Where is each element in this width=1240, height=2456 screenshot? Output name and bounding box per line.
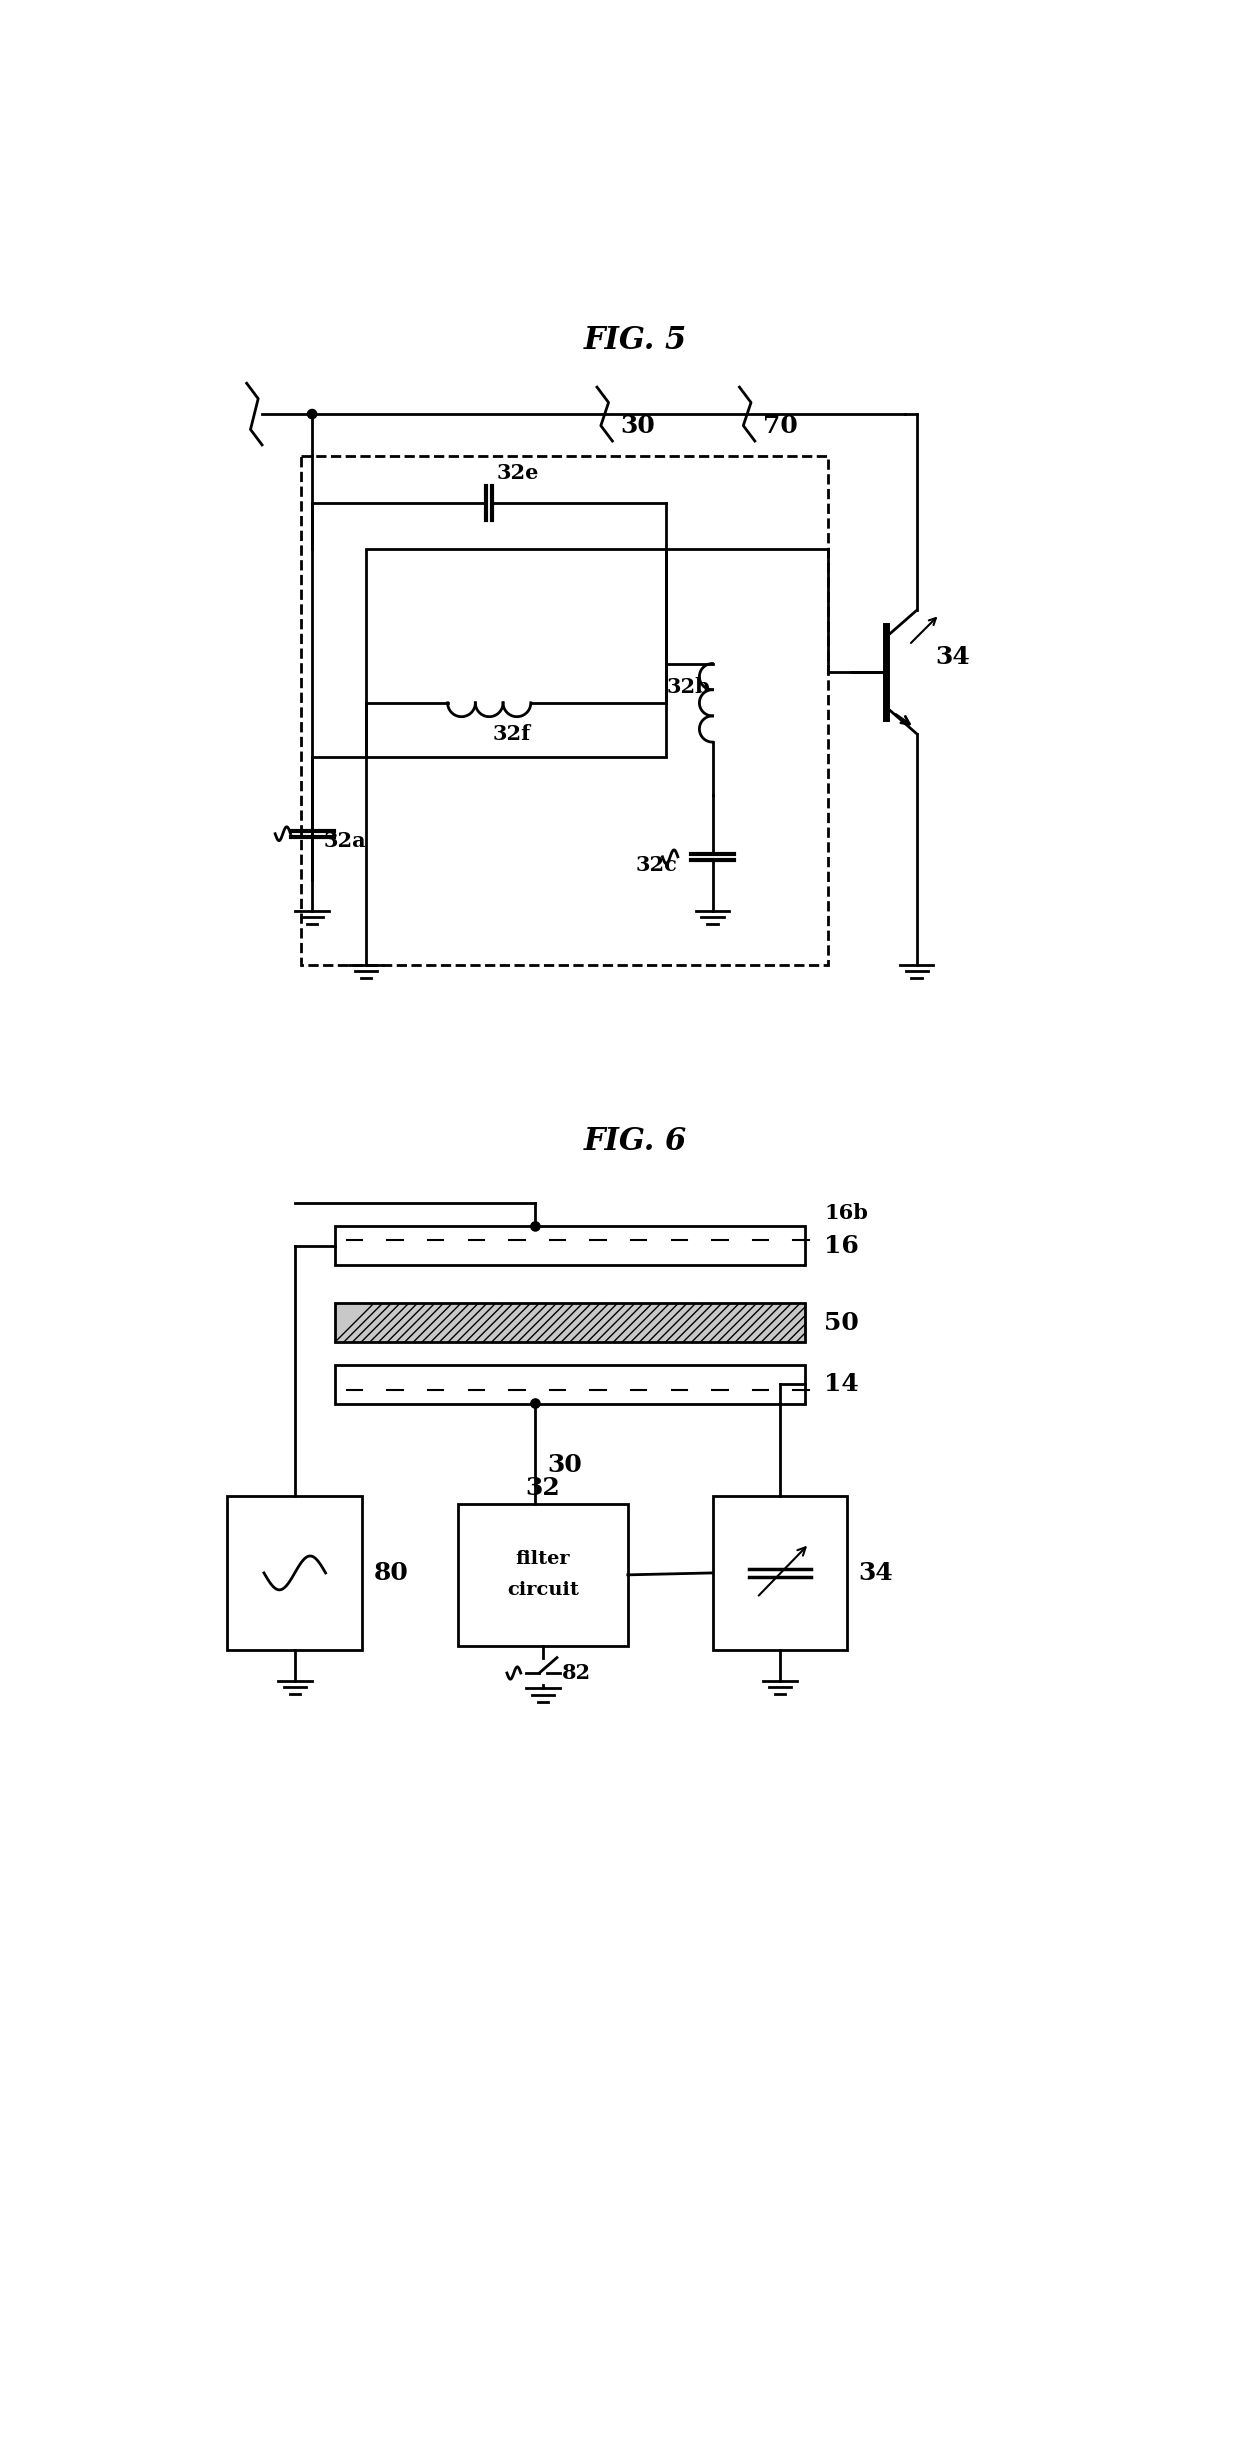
Bar — [459, 1503, 627, 1646]
Circle shape — [531, 1400, 541, 1407]
Text: 30: 30 — [547, 1454, 582, 1476]
Text: 16: 16 — [825, 1233, 859, 1257]
Circle shape — [308, 410, 316, 418]
Bar — [335, 1366, 805, 1402]
Bar — [335, 1226, 805, 1265]
Bar — [366, 548, 666, 756]
Bar — [713, 1496, 847, 1650]
Text: filter: filter — [516, 1550, 570, 1569]
Text: 32: 32 — [526, 1476, 560, 1501]
Text: 70: 70 — [763, 413, 797, 437]
Text: 32a: 32a — [324, 833, 366, 852]
Text: FIG. 5: FIG. 5 — [584, 324, 687, 356]
Circle shape — [531, 1221, 541, 1230]
Text: 34: 34 — [859, 1562, 894, 1584]
Text: 32c: 32c — [635, 855, 677, 874]
Text: 34: 34 — [936, 643, 971, 668]
Text: 16b: 16b — [825, 1203, 868, 1223]
Bar — [300, 457, 828, 965]
Text: 82: 82 — [563, 1663, 591, 1682]
Text: circuit: circuit — [507, 1582, 579, 1599]
Bar — [227, 1496, 362, 1650]
Text: FIG. 6: FIG. 6 — [584, 1127, 687, 1157]
Text: 32b: 32b — [666, 678, 711, 698]
Text: 30: 30 — [620, 413, 655, 437]
Text: 32e: 32e — [497, 464, 539, 484]
Bar — [335, 1304, 805, 1341]
Text: 32f: 32f — [494, 725, 531, 744]
Text: 80: 80 — [373, 1562, 408, 1584]
Text: 14: 14 — [825, 1373, 859, 1397]
Text: 50: 50 — [825, 1312, 859, 1334]
